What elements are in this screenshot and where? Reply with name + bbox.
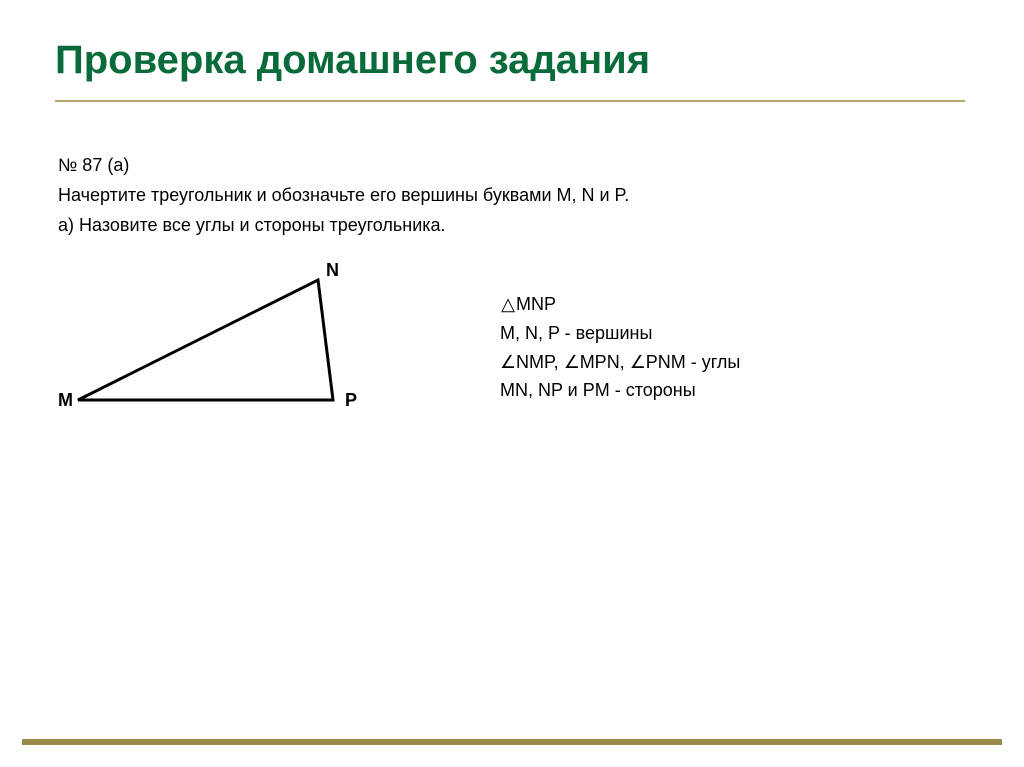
vertex-label-m: M — [58, 390, 73, 411]
problem-number: № 87 (а) — [58, 152, 938, 180]
angle-symbol-2: ∠ — [564, 348, 580, 377]
slide: Проверка домашнего задания № 87 (а) Наче… — [0, 0, 1024, 767]
triangle-diagram: M N P — [58, 260, 398, 440]
triangle-symbol: △ — [500, 290, 516, 319]
vertex-label-n: N — [326, 260, 339, 281]
vertex-label-p: P — [345, 390, 357, 411]
answer-vertices: M, N, P - вершины — [500, 319, 740, 348]
angle-2: MPN, — [580, 352, 630, 372]
angle-1: NMP, — [516, 352, 564, 372]
footer-rule — [22, 739, 1002, 745]
answer-triangle: △MNP — [500, 290, 740, 319]
problem-text: № 87 (а) Начертите треугольник и обознач… — [58, 152, 938, 242]
problem-subtask: а) Назовите все углы и стороны треугольн… — [58, 212, 938, 240]
triangle-name: MNP — [516, 294, 556, 314]
answer-sides: MN, NP и PM - стороны — [500, 376, 740, 405]
triangle-shape — [78, 280, 333, 400]
angle-symbol-1: ∠ — [500, 348, 516, 377]
answer-block: △MNP M, N, P - вершины ∠NMP, ∠MPN, ∠PNM … — [500, 290, 740, 405]
title-underline — [55, 100, 965, 102]
problem-task: Начертите треугольник и обозначьте его в… — [58, 182, 938, 210]
triangle-svg — [58, 260, 398, 440]
slide-title: Проверка домашнего задания — [55, 38, 650, 83]
angle-3: PNM - углы — [646, 352, 741, 372]
answer-angles: ∠NMP, ∠MPN, ∠PNM - углы — [500, 348, 740, 377]
angle-symbol-3: ∠ — [630, 348, 646, 377]
